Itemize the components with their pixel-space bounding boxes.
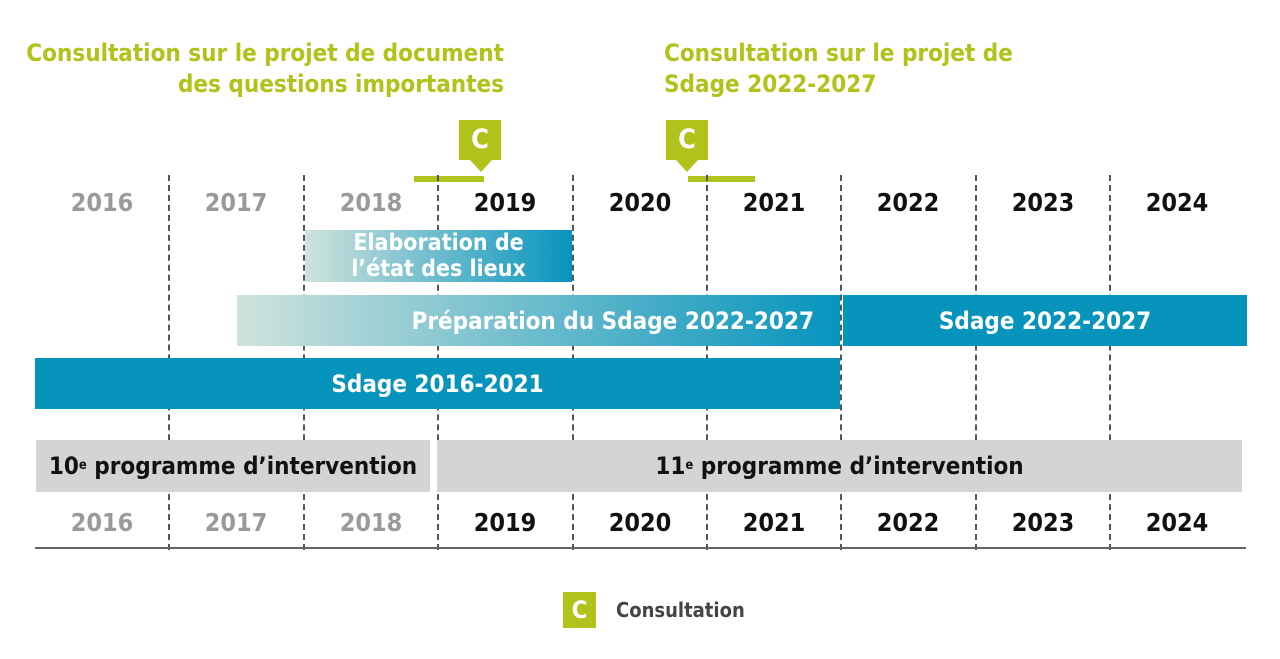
consultation-2-badge: C — [666, 120, 708, 160]
year-label-top-2020: 2020 — [608, 188, 672, 217]
year-label-bottom-2018: 2018 — [339, 508, 403, 537]
programme-10-bar: 10 e programme d’intervention — [36, 440, 430, 492]
preparation-sdage-bar: Préparation du Sdage 2022-2027 — [237, 295, 840, 346]
year-label-bottom-2019: 2019 — [473, 508, 537, 537]
consultation-2-period-line — [688, 176, 755, 182]
preparation-sdage-label: Préparation du Sdage 2022-2027 — [411, 306, 815, 335]
year-label-bottom-2024: 2024 — [1145, 508, 1209, 537]
legend-consultation-label: Consultation — [616, 598, 745, 622]
year-label-top-2016: 2016 — [70, 188, 134, 217]
year-separator — [840, 175, 842, 550]
year-label-top-2019: 2019 — [473, 188, 537, 217]
timeline-baseline — [35, 547, 1246, 549]
consultation-2-title-line2: Sdage 2022-2027 — [664, 70, 877, 98]
programme-11-label: programme d’intervention — [693, 452, 1024, 480]
consultation-1-title-line2: des questions importantes — [177, 70, 504, 98]
programme-11-number: 11 — [655, 452, 686, 480]
year-label-bottom-2017: 2017 — [204, 508, 268, 537]
year-label-bottom-2016: 2016 — [70, 508, 134, 537]
sdage-2022-2027-bar: Sdage 2022-2027 — [843, 295, 1247, 346]
year-label-bottom-2022: 2022 — [876, 508, 940, 537]
legend-consultation-badge: C — [563, 592, 596, 628]
consultation-1-title-line1: Consultation sur le projet de document — [26, 39, 504, 67]
sdage-2016-2021-label: Sdage 2016-2021 — [331, 369, 544, 398]
year-label-top-2018: 2018 — [339, 188, 403, 217]
consultation-2-title-line1: Consultation sur le projet de — [664, 39, 1013, 67]
year-label-top-2022: 2022 — [876, 188, 940, 217]
year-label-bottom-2020: 2020 — [608, 508, 672, 537]
programme-10-number: 10 — [48, 452, 79, 480]
consultation-1-badge: C — [459, 120, 501, 160]
consultation-1-period-line — [414, 176, 484, 182]
year-label-top-2021: 2021 — [742, 188, 806, 217]
year-separator — [1109, 175, 1111, 550]
year-label-top-2024: 2024 — [1145, 188, 1209, 217]
year-label-bottom-2023: 2023 — [1011, 508, 1075, 537]
etat-des-lieux-line1: Elaboration de — [353, 230, 524, 256]
consultation-2-pointer — [676, 160, 698, 172]
consultation-1-title: Consultation sur le projet de document d… — [26, 38, 504, 100]
sdage-2022-2027-label: Sdage 2022-2027 — [938, 306, 1152, 335]
year-label-bottom-2021: 2021 — [742, 508, 806, 537]
etat-des-lieux-bar: Elaboration de l’état des lieux — [305, 230, 572, 282]
consultation-2-title: Consultation sur le projet de Sdage 2022… — [664, 38, 1013, 100]
programme-10-label: programme d’intervention — [86, 452, 418, 480]
year-label-top-2017: 2017 — [204, 188, 268, 217]
year-label-top-2023: 2023 — [1011, 188, 1075, 217]
consultation-1-pointer — [470, 160, 492, 172]
year-separator — [975, 175, 977, 550]
sdage-2016-2021-bar: Sdage 2016-2021 — [35, 358, 840, 409]
etat-des-lieux-line2: l’état des lieux — [351, 256, 526, 282]
programme-11-bar: 11 e programme d’intervention — [437, 440, 1242, 492]
